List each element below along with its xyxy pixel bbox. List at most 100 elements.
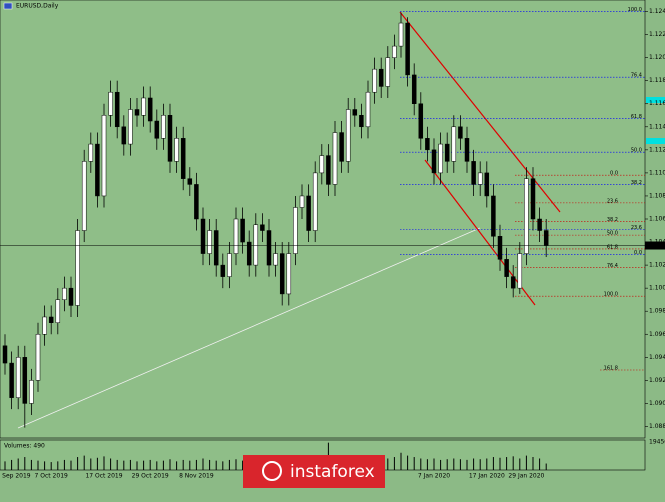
fib-label: 100.0 <box>628 7 642 13</box>
candle-body <box>207 230 212 254</box>
candle-body <box>484 172 490 197</box>
trend-line <box>17 227 481 429</box>
y-tick-label: 1.1020 <box>649 262 665 269</box>
candle-body <box>306 195 311 231</box>
candle-body <box>405 22 410 76</box>
candle-body <box>530 178 536 220</box>
candle-body <box>174 138 179 162</box>
candle-body <box>359 115 364 128</box>
fib-label: 50.0 <box>631 148 642 154</box>
logo-box <box>243 455 385 488</box>
candle-body <box>88 143 94 162</box>
plot-area <box>0 0 646 439</box>
fib-label: 0.0 <box>634 250 642 256</box>
candle-body <box>42 316 47 335</box>
volume-tick-label: 19450 <box>649 439 665 446</box>
logo-icon <box>262 461 282 481</box>
candle-body <box>48 316 54 323</box>
candle-body <box>273 253 278 266</box>
fib-label: 23.6 <box>607 198 618 204</box>
candle-body <box>167 115 173 162</box>
candle-body <box>101 115 107 197</box>
logo-text: instaforex <box>290 462 375 482</box>
x-tick-label: 17 Jan 2020 <box>469 473 505 480</box>
candle-body <box>444 143 450 162</box>
fib-label: 61.8 <box>631 114 642 120</box>
candle-body <box>9 362 14 398</box>
candle-body <box>352 109 358 116</box>
candle-body <box>385 57 391 87</box>
candle-body <box>147 97 153 122</box>
y-tick-label: 1.1160 <box>649 100 665 107</box>
fib-label: 50.0 <box>607 231 618 237</box>
fib-label: 100.0 <box>604 292 618 298</box>
x-tick-label: 29 Oct 2019 <box>132 473 169 480</box>
y-tick-label: 1.0960 <box>649 331 665 338</box>
candle-body <box>220 264 226 277</box>
x-tick-label: 25 Sep 2019 <box>0 473 31 480</box>
y-tick-label: 1.1180 <box>649 77 665 84</box>
candle-body <box>451 126 457 162</box>
flag-icon <box>3 2 13 10</box>
candle-body <box>68 287 74 306</box>
candle-body <box>246 241 252 266</box>
candle-body <box>29 380 34 404</box>
y-tick-label: 1.1080 <box>649 192 665 199</box>
last-price-label: 1.1037 <box>647 242 665 249</box>
candle-body <box>260 224 265 231</box>
candle-body <box>200 218 206 254</box>
candle-body <box>378 68 384 87</box>
candle-body <box>108 91 113 116</box>
candle-body <box>62 287 67 300</box>
candle-body <box>279 253 285 295</box>
candle-body <box>161 115 166 139</box>
fib-label: 61.8 <box>607 244 618 250</box>
candle-body <box>22 357 28 404</box>
candle-body <box>543 230 549 246</box>
fib-label: 38.2 <box>631 180 642 186</box>
candle-body <box>431 149 437 174</box>
x-tick-label: 29 Jan 2020 <box>508 473 544 480</box>
candle-body <box>365 91 371 128</box>
fib-label: 76.4 <box>607 263 618 269</box>
fib-label: 76.4 <box>631 73 642 79</box>
candle-body <box>425 138 430 151</box>
candle-body <box>497 236 503 260</box>
candle-body <box>95 143 100 197</box>
candle-body <box>141 97 146 116</box>
candle-body <box>332 132 338 185</box>
fib-label: 161.8 <box>604 365 618 371</box>
candle-body <box>121 126 127 145</box>
candle-body <box>114 91 120 128</box>
y-tick-label: 1.1240 <box>649 8 665 15</box>
fib-label: 0.0 <box>610 171 618 177</box>
y-tick-label: 1.1200 <box>649 54 665 61</box>
candle-body <box>458 126 463 139</box>
candle-body <box>438 143 443 174</box>
y-tick-label: 1.1120 <box>649 146 665 153</box>
candle-body <box>253 224 259 266</box>
x-tick-label: 7 Jan 2020 <box>418 473 450 480</box>
candle-body <box>227 253 232 277</box>
candle-body <box>75 230 80 306</box>
marker <box>646 138 665 144</box>
y-tick-label: 1.0900 <box>649 400 665 407</box>
candle-body <box>233 218 239 254</box>
chart-title: EURUSD,Daily <box>16 3 59 10</box>
y-tick-label: 1.1000 <box>649 285 665 292</box>
marker <box>646 97 665 103</box>
candle-body <box>524 178 529 254</box>
candle-body <box>266 230 272 266</box>
y-tick-label: 1.1220 <box>649 31 665 38</box>
x-tick-label: 7 Oct 2019 <box>35 473 68 480</box>
candle-body <box>240 218 245 243</box>
candle-body <box>510 276 516 289</box>
candle-body <box>398 22 404 47</box>
volume-label: Volumes: 490 <box>4 443 45 450</box>
last-price-box <box>645 241 665 250</box>
candle-body <box>55 299 61 323</box>
fib-label: 23.6 <box>631 225 642 231</box>
candle-body <box>471 161 476 185</box>
y-tick-label: 1.1140 <box>649 123 665 130</box>
